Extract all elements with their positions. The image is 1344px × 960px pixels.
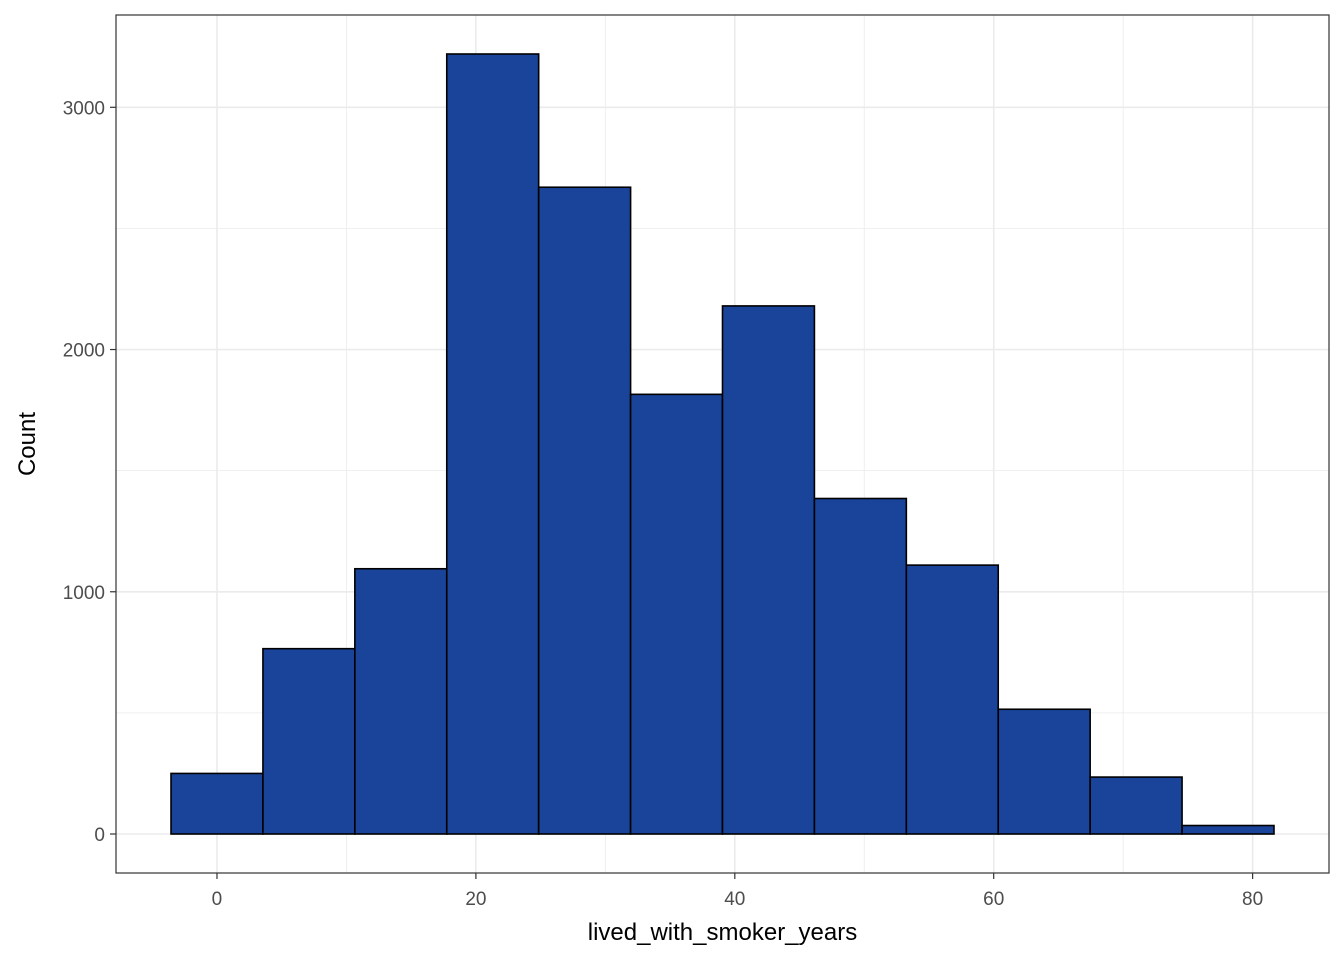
histogram-bar [721,305,816,835]
histogram-bar [262,647,356,835]
y-tick-label: 2000 [63,341,105,362]
y-axis-title: Count [14,412,41,476]
histogram-bar [813,497,908,835]
axes: 0 20 40 60 80 0 1000 2000 3000 [63,98,1263,910]
x-tick-label: 80 [1242,889,1263,910]
histogram-bar [445,53,540,835]
histogram-bar [997,708,1091,835]
histogram-bar [354,567,448,835]
x-axis-title: lived_with_smoker_years [588,919,857,946]
histogram-bar [629,393,724,835]
y-tick-label: 1000 [63,583,105,604]
y-tick-label: 0 [94,825,105,846]
histogram-bar [1181,824,1275,835]
x-tick-label: 60 [983,889,1004,910]
x-tick-label: 20 [465,889,486,910]
panel-border [115,14,1330,874]
histogram-bar [170,772,264,835]
histogram-bars [170,53,1275,835]
x-tick-label: 0 [212,889,223,910]
histogram-bar [1089,776,1183,835]
histogram-bar [537,186,632,835]
x-tick-label: 40 [724,889,745,910]
histogram-bar [905,564,1000,835]
y-tick-label: 3000 [63,98,105,119]
